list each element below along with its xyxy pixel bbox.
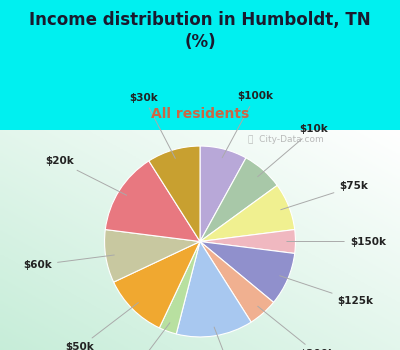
Text: $60k: $60k <box>23 255 114 270</box>
Wedge shape <box>200 230 296 253</box>
Text: $100k: $100k <box>222 91 273 158</box>
Text: $75k: $75k <box>281 181 368 210</box>
Wedge shape <box>114 241 200 328</box>
Text: $20k: $20k <box>45 156 126 195</box>
Text: $40k: $40k <box>214 327 252 350</box>
Text: $30k: $30k <box>130 93 175 158</box>
Text: $200k: $200k <box>258 306 335 350</box>
Text: ⓘ  City-Data.com: ⓘ City-Data.com <box>248 135 324 144</box>
Text: > $200k: > $200k <box>101 323 170 350</box>
Wedge shape <box>176 241 251 337</box>
Wedge shape <box>200 241 295 302</box>
Text: All residents: All residents <box>151 107 249 121</box>
Text: $125k: $125k <box>280 276 374 306</box>
Wedge shape <box>200 146 246 241</box>
Text: $150k: $150k <box>287 237 386 246</box>
Wedge shape <box>105 161 200 241</box>
Wedge shape <box>159 241 200 334</box>
Wedge shape <box>200 158 277 241</box>
Text: $50k: $50k <box>65 303 138 350</box>
Wedge shape <box>200 186 295 241</box>
Wedge shape <box>104 230 200 282</box>
Text: Income distribution in Humboldt, TN
(%): Income distribution in Humboldt, TN (%) <box>29 10 371 51</box>
Wedge shape <box>149 146 200 241</box>
Wedge shape <box>200 241 274 322</box>
Text: $10k: $10k <box>258 124 328 177</box>
